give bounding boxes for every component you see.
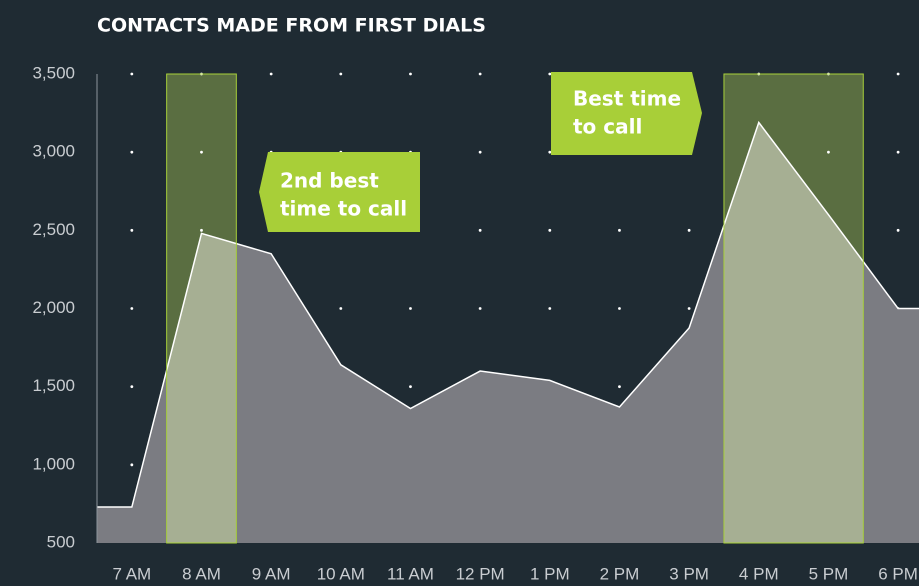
grid-dot <box>896 228 900 232</box>
x-tick-label: 11 AM <box>387 564 434 583</box>
grid-dot <box>896 150 900 154</box>
grid-dot <box>548 307 552 310</box>
grid-dot <box>548 228 552 232</box>
y-tick-label: 1,500 <box>32 376 75 395</box>
grid-dot <box>618 307 621 310</box>
grid-dot <box>130 307 134 310</box>
grid-dot <box>409 307 412 310</box>
highlight-border <box>723 73 864 544</box>
grid-dot <box>548 150 552 154</box>
grid-dot <box>896 72 900 76</box>
grid-dot <box>687 307 691 310</box>
y-tick-label: 3,000 <box>32 142 75 161</box>
grid-dot <box>339 72 343 76</box>
y-tick-label: 3,500 <box>32 63 75 82</box>
grid-dot <box>269 72 273 76</box>
highlight-border <box>166 73 237 544</box>
area <box>97 122 919 544</box>
x-tick-label: 12 PM <box>456 564 505 583</box>
x-tick-label: 4 PM <box>739 564 779 583</box>
x-tick-label: 8 AM <box>182 564 221 583</box>
y-tick-label: 1,000 <box>32 454 75 473</box>
chart-title: CONTACTS MADE FROM FIRST DIALS <box>97 15 486 37</box>
line <box>97 120 919 508</box>
grid-dot <box>618 385 621 389</box>
callout <box>259 152 420 232</box>
y-tick-label: 2,000 <box>32 298 75 317</box>
annotation-text: 2nd best <box>280 169 379 193</box>
x-tick-label: 2 PM <box>600 564 640 583</box>
grid-dot <box>478 150 482 154</box>
grid-dot <box>130 150 134 154</box>
grid-dot <box>200 228 203 232</box>
x-tick-label: 9 AM <box>252 564 291 583</box>
grid-dot <box>548 72 552 76</box>
grid-dot <box>478 228 482 232</box>
annotation-text: time to call <box>280 197 407 221</box>
x-tick-label: 5 PM <box>809 564 849 583</box>
x-tick-label: 7 AM <box>112 564 151 583</box>
annotation-text: to call <box>573 115 642 139</box>
x-tick-label: 6 PM <box>878 564 918 583</box>
x-tick-label: 10 AM <box>317 564 365 583</box>
grid-dot <box>687 228 691 232</box>
grid-dot <box>478 307 482 310</box>
callout <box>551 72 702 155</box>
grid-dot <box>827 150 830 154</box>
grid-dot <box>618 228 621 232</box>
grid-dot <box>409 72 412 76</box>
grid-dot <box>130 463 134 467</box>
y-tick-label: 2,500 <box>32 220 75 239</box>
grid-dot <box>130 385 134 389</box>
grid-dot <box>478 72 482 76</box>
grid-dot <box>339 307 343 310</box>
y-tick-label: 500 <box>47 532 75 551</box>
grid-dot <box>200 150 203 154</box>
grid-dot <box>130 228 134 232</box>
grid-dot <box>130 72 134 76</box>
grid-dot <box>409 385 412 389</box>
x-tick-label: 3 PM <box>669 564 709 583</box>
x-tick-label: 1 PM <box>530 564 570 583</box>
annotation-text: Best time <box>573 87 681 111</box>
